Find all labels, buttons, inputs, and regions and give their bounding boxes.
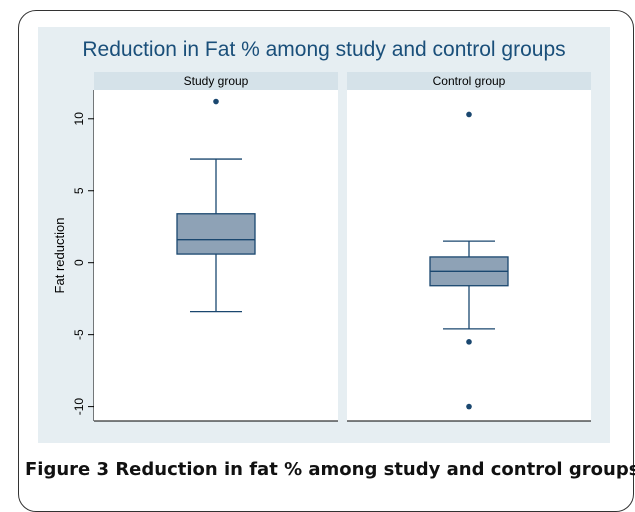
chart-title: Reduction in Fat % among study and contr…	[82, 38, 566, 61]
figure-caption: Figure 3 Reduction in fat % among study …	[25, 459, 635, 480]
outlier-point	[213, 98, 219, 105]
figure-label: Figure 3	[25, 459, 110, 480]
panels: Study group Control group	[94, 72, 591, 422]
iqr-box	[176, 213, 256, 255]
y-tick-label: -10	[72, 398, 86, 416]
y-tick-label: -5	[72, 329, 86, 340]
y-axis-title: Fat reduction	[52, 218, 67, 294]
y-tick-label: 5	[72, 187, 86, 194]
panel-header-label: Control group	[433, 74, 506, 88]
panel-header	[347, 72, 591, 90]
panel-control: Control group	[347, 72, 591, 422]
y-tick-label: 0	[72, 259, 86, 266]
y-tick-label: 10	[72, 112, 86, 126]
outlier-point	[466, 403, 472, 410]
panel-header	[94, 72, 338, 90]
outlier-point	[466, 339, 472, 345]
panel-study: Study group	[94, 72, 338, 422]
panel-header-label: Study group	[184, 74, 249, 88]
figure-caption-text: Reduction in fat % among study and contr…	[109, 459, 635, 480]
outlier-point	[466, 111, 472, 118]
y-axis: 10 5 0 -5 -10 Fat reduction	[52, 90, 95, 421]
chart: 10 5 0 -5 -10 Fat reduction Study group Contro…	[52, 72, 591, 422]
